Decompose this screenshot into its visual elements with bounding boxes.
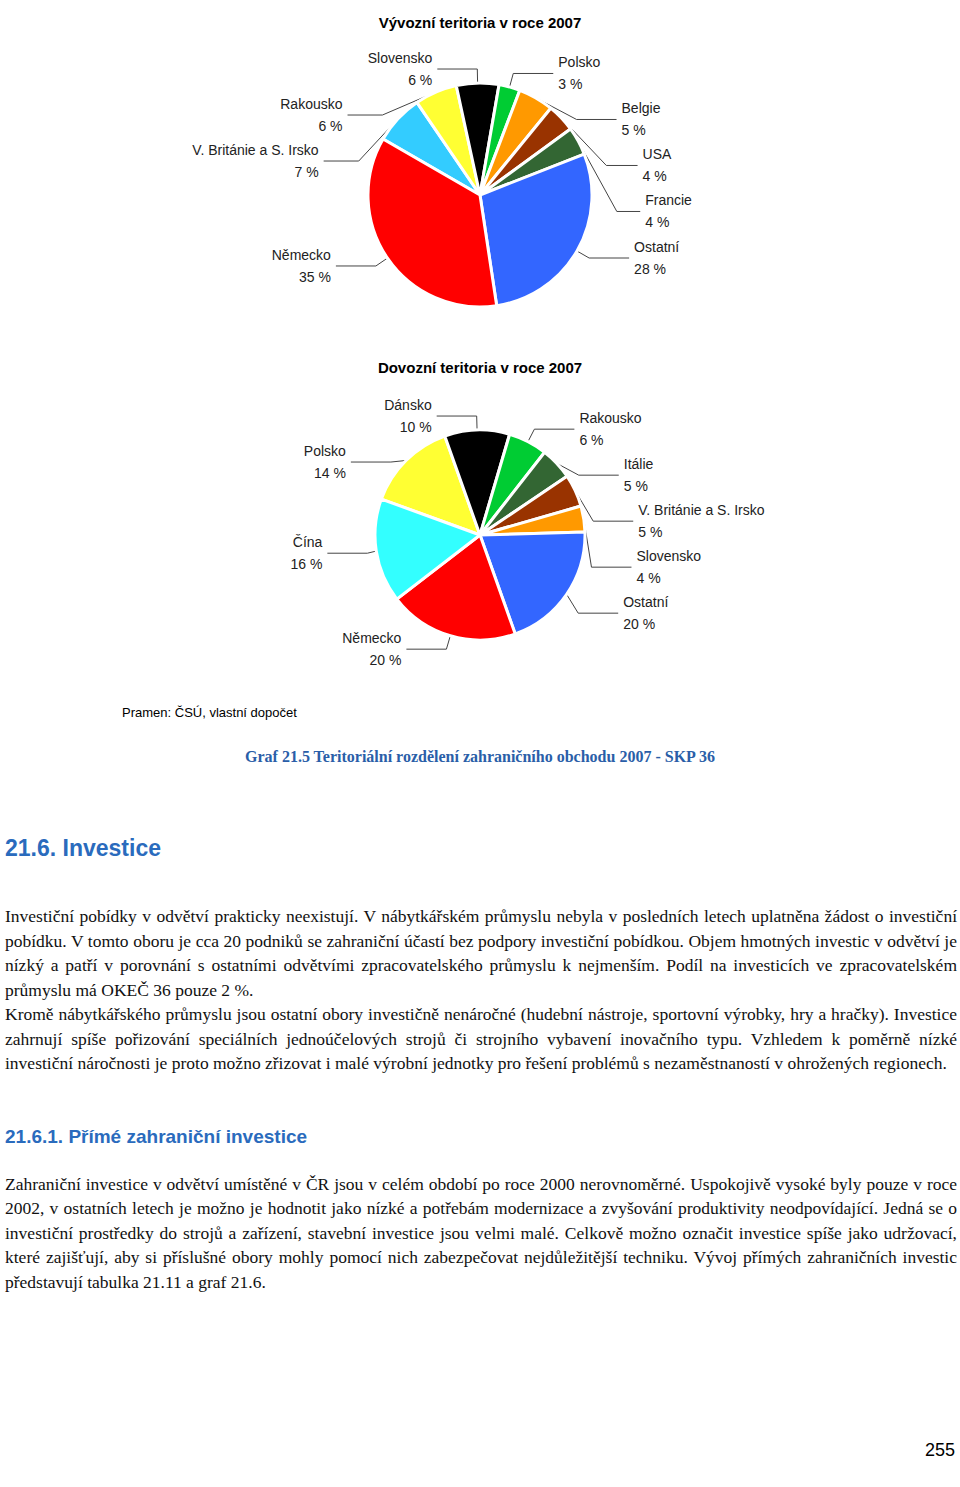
svg-text:28 %: 28 % — [634, 261, 666, 277]
svg-text:Belgie: Belgie — [622, 100, 661, 116]
svg-text:Čína: Čína — [293, 534, 323, 550]
svg-text:35 %: 35 % — [299, 269, 331, 285]
svg-text:20 %: 20 % — [623, 616, 655, 632]
svg-text:Ostatní: Ostatní — [623, 594, 668, 610]
svg-text:V. Británie a S. Irsko: V. Británie a S. Irsko — [638, 502, 765, 518]
svg-text:Polsko: Polsko — [558, 54, 600, 70]
html-text:Pramen: ČSÚ, vlastní dopočet: Pramen: ČSÚ, vlastní dopočet — [122, 705, 297, 720]
svg-text:Rakousko: Rakousko — [579, 410, 641, 426]
svg-text:4 %: 4 % — [636, 570, 660, 586]
svg-text:Slovensko: Slovensko — [368, 50, 433, 66]
svg-text:4 %: 4 % — [643, 168, 667, 184]
svg-text:5 %: 5 % — [638, 524, 662, 540]
svg-text:Rakousko: Rakousko — [280, 96, 342, 112]
html-text:Graf 21.5 Teritoriální rozděle: Graf 21.5 Teritoriální rozdělení zahrani… — [245, 748, 715, 765]
svg-text:USA: USA — [643, 146, 672, 162]
svg-text:6 %: 6 % — [408, 72, 432, 88]
svg-text:Francie: Francie — [645, 192, 692, 208]
svg-text:14 %: 14 % — [314, 465, 346, 481]
html-text:255: 255 — [925, 1440, 955, 1460]
svg-text:Vývozní teritoria v roce 2007: Vývozní teritoria v roce 2007 — [379, 14, 582, 31]
svg-text:Itálie: Itálie — [624, 456, 654, 472]
html-text:Investiční pobídky v odvětví p: Investiční pobídky v odvětví prakticky n… — [5, 906, 957, 1000]
svg-text:Polsko: Polsko — [304, 443, 346, 459]
svg-text:10 %: 10 % — [400, 419, 432, 435]
svg-text:Dovozní teritoria v roce 2007: Dovozní teritoria v roce 2007 — [378, 359, 582, 376]
svg-text:20 %: 20 % — [369, 652, 401, 668]
svg-text:6 %: 6 % — [579, 432, 603, 448]
svg-text:5 %: 5 % — [624, 478, 648, 494]
html-text:21.6. Investice: 21.6. Investice — [5, 835, 161, 861]
svg-text:Ostatní: Ostatní — [634, 239, 679, 255]
svg-text:Slovensko: Slovensko — [636, 548, 701, 564]
svg-text:Německo: Německo — [342, 630, 401, 646]
svg-text:16 %: 16 % — [290, 556, 322, 572]
svg-text:7 %: 7 % — [295, 164, 319, 180]
svg-text:V. Británie a S. Irsko: V. Británie a S. Irsko — [192, 142, 319, 158]
svg-text:Dánsko: Dánsko — [384, 397, 432, 413]
html-text:21.6.1. Přímé zahraniční inves: 21.6.1. Přímé zahraniční investice — [5, 1125, 307, 1147]
svg-text:Německo: Německo — [272, 247, 331, 263]
svg-text:3 %: 3 % — [558, 76, 582, 92]
html-text:Kromě nábytkářského průmyslu j: Kromě nábytkářského průmyslu jsou ostatn… — [5, 1004, 957, 1073]
svg-text:4 %: 4 % — [645, 214, 669, 230]
html-text:Zahraniční investice v odvětví: Zahraniční investice v odvětví umístěné … — [5, 1173, 957, 1292]
svg-text:6 %: 6 % — [318, 118, 342, 134]
svg-text:5 %: 5 % — [622, 122, 646, 138]
